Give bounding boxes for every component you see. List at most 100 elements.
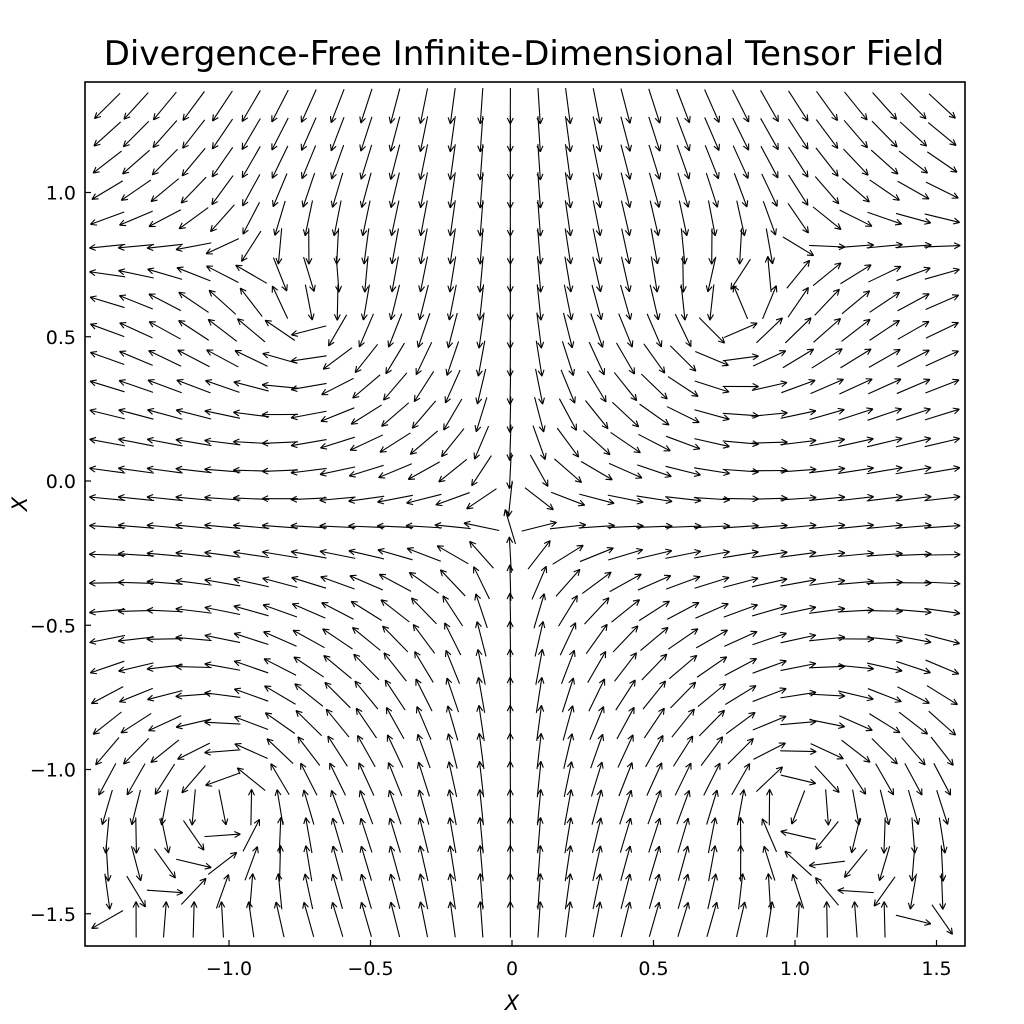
- field-arrow: [904, 763, 923, 796]
- field-arrow: [564, 256, 574, 293]
- field-arrow: [753, 742, 786, 760]
- field-arrow: [866, 465, 903, 475]
- field-arrow: [175, 718, 212, 730]
- field-arrow: [359, 144, 373, 180]
- field-arrow: [562, 312, 575, 349]
- field-arrow: [814, 765, 840, 794]
- field-arrow: [564, 144, 574, 181]
- field-arrow: [812, 262, 842, 287]
- field-arrow: [236, 318, 266, 343]
- field-arrow: [693, 467, 730, 477]
- field-arrow: [126, 875, 146, 908]
- field-arrow: [592, 116, 603, 152]
- field-arrow: [204, 494, 241, 502]
- field-arrow: [619, 789, 633, 825]
- field-arrow: [621, 228, 632, 265]
- field-arrow: [204, 719, 241, 727]
- field-arrow: [761, 818, 778, 853]
- field-arrow: [477, 200, 485, 237]
- field-arrow: [896, 407, 931, 421]
- field-arrow: [242, 818, 261, 852]
- field-arrow: [349, 574, 384, 591]
- field-arrow: [898, 150, 929, 174]
- field-arrow: [591, 817, 603, 853]
- field-arrow: [89, 634, 126, 645]
- field-arrow: [694, 549, 730, 559]
- field-arrow: [838, 690, 874, 702]
- field-arrow: [415, 678, 433, 712]
- field-arrow: [211, 175, 234, 206]
- field-arrow: [349, 434, 383, 451]
- field-arrow: [735, 901, 747, 938]
- field-arrow: [536, 144, 544, 181]
- field-arrow: [924, 267, 960, 280]
- field-arrow: [648, 144, 662, 180]
- field-arrow: [899, 121, 928, 147]
- field-arrow: [475, 649, 486, 685]
- field-arrow: [388, 88, 401, 124]
- field-arrow: [302, 789, 315, 825]
- field-arrow: [290, 382, 327, 393]
- field-arrow: [303, 817, 313, 854]
- field-arrow: [534, 621, 546, 657]
- field-arrow: [477, 144, 485, 181]
- field-arrow: [211, 146, 234, 178]
- field-arrow: [475, 677, 486, 713]
- field-arrow: [838, 436, 874, 448]
- field-arrow: [925, 181, 959, 199]
- field-arrow: [323, 655, 352, 679]
- field-arrow: [358, 762, 375, 796]
- field-arrow: [211, 90, 233, 122]
- field-arrow: [354, 343, 379, 374]
- field-arrow: [352, 374, 381, 399]
- field-arrow: [565, 88, 573, 125]
- field-arrow: [388, 144, 401, 180]
- field-arrow: [642, 680, 667, 710]
- field-arrow: [784, 317, 812, 344]
- field-arrow: [666, 435, 701, 451]
- field-arrow: [248, 873, 256, 910]
- field-arrow: [648, 172, 661, 208]
- field-arrow: [377, 494, 413, 505]
- field-arrow: [564, 172, 574, 209]
- field-arrow: [263, 658, 297, 676]
- field-arrow: [181, 147, 206, 177]
- field-arrow: [809, 494, 846, 502]
- field-arrow: [725, 711, 756, 735]
- field-arrow: [304, 284, 315, 321]
- field-arrow: [416, 761, 430, 797]
- field-arrow: [620, 116, 632, 152]
- field-arrow: [535, 649, 545, 685]
- field-arrow: [787, 118, 809, 150]
- field-arrow: [787, 287, 809, 318]
- field-arrow: [869, 291, 901, 313]
- field-arrow: [928, 93, 956, 119]
- y-tick-label: 0.5: [46, 327, 76, 349]
- field-arrow: [358, 313, 374, 348]
- field-arrow: [436, 545, 469, 565]
- field-arrow: [765, 228, 776, 265]
- field-arrow: [781, 379, 816, 394]
- field-arrow: [205, 772, 240, 787]
- field-arrow: [271, 145, 289, 179]
- field-arrow: [447, 873, 456, 910]
- field-arrow: [204, 605, 241, 616]
- field-arrow: [924, 551, 961, 559]
- field-arrow: [895, 212, 932, 225]
- field-arrow: [359, 901, 372, 937]
- field-arrow: [241, 146, 261, 179]
- field-arrow: [670, 681, 697, 709]
- field-arrow: [907, 873, 917, 910]
- field-arrow: [648, 88, 662, 124]
- field-arrow: [823, 901, 831, 938]
- field-arrow: [895, 493, 932, 502]
- field-arrow: [350, 404, 382, 425]
- field-arrow: [609, 573, 642, 593]
- field-arrow: [416, 313, 431, 348]
- field-arrow: [924, 579, 961, 587]
- field-arrow: [175, 605, 212, 614]
- field-arrow: [89, 436, 126, 447]
- field-arrow: [242, 201, 261, 235]
- field-arrow: [788, 146, 809, 178]
- field-arrow: [724, 630, 758, 647]
